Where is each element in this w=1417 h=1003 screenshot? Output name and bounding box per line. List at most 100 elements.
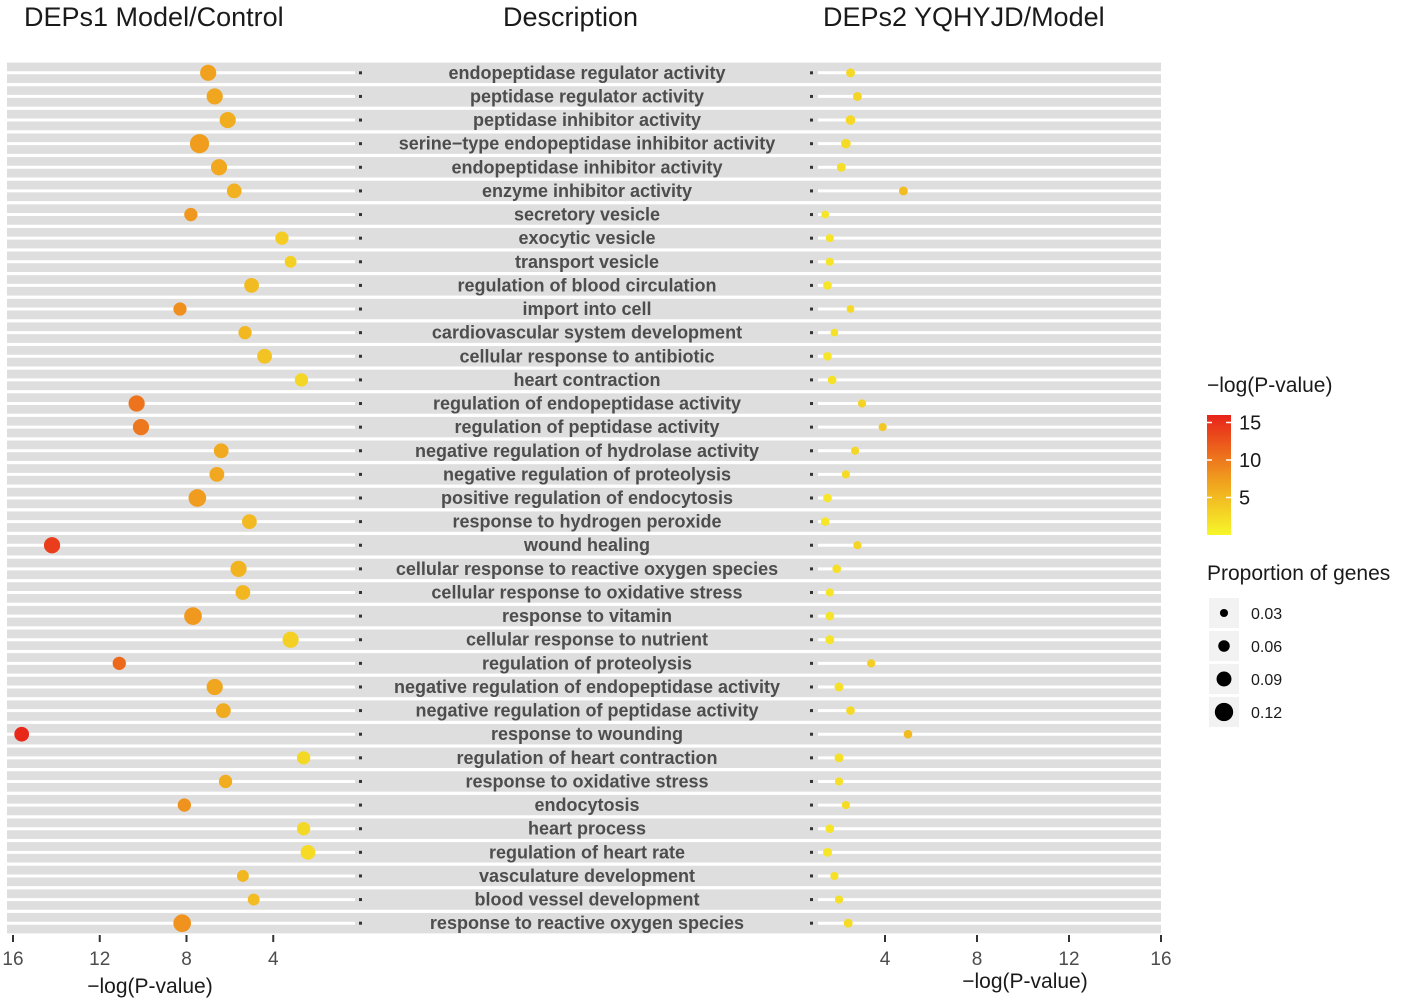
- right-point: [823, 847, 832, 857]
- row-separator: [7, 130, 1161, 134]
- row-separator: [7, 366, 1161, 370]
- x-axis-title-left: −log(P-value): [87, 975, 212, 998]
- tick-mark: [359, 354, 362, 358]
- row-separator: [7, 177, 1161, 181]
- tick-mark: [359, 189, 362, 193]
- row-separator: [7, 295, 1161, 299]
- row-separator: [7, 838, 1161, 843]
- left-point: [275, 231, 289, 245]
- right-point: [830, 871, 839, 881]
- color-legend-bar: [1207, 415, 1231, 535]
- row-separator: [7, 248, 1161, 252]
- left-point: [218, 774, 233, 789]
- term-label: response to wounding: [491, 724, 683, 744]
- right-point: [825, 257, 834, 266]
- row-separator: [7, 106, 1161, 110]
- row-separator: [7, 791, 1161, 795]
- term-label: endopeptidase regulator activity: [448, 63, 725, 83]
- left-point: [173, 914, 192, 933]
- tick-mark: [810, 94, 813, 98]
- left-point: [235, 585, 251, 600]
- x-tick-label-right: 8: [972, 949, 983, 970]
- tick-mark: [359, 118, 362, 122]
- term-label: negative regulation of peptidase activit…: [415, 701, 758, 721]
- row-separator: [7, 437, 1161, 441]
- row-separator: [7, 508, 1161, 512]
- row-separator: [7, 59, 1161, 63]
- tick-mark: [810, 827, 813, 831]
- tick-mark: [359, 94, 362, 98]
- term-label: regulation of blood circulation: [458, 275, 717, 295]
- tick-mark: [810, 732, 813, 736]
- tick-mark: [359, 472, 362, 476]
- term-label: heart process: [528, 819, 646, 839]
- tick-mark: [359, 213, 362, 217]
- tick-mark: [810, 71, 813, 75]
- term-label: cellular response to nutrient: [466, 630, 708, 650]
- right-point: [820, 517, 830, 526]
- right-point: [834, 777, 844, 786]
- tick-mark: [810, 638, 813, 642]
- left-point: [236, 870, 249, 882]
- row-separator: [7, 531, 1161, 536]
- tick-mark: [359, 496, 362, 500]
- tick-mark: [359, 803, 362, 807]
- left-point: [244, 278, 259, 293]
- tick-mark: [810, 307, 813, 311]
- right-point: [823, 281, 832, 290]
- right-point: [825, 234, 834, 243]
- term-label: cellular response to reactive oxygen spe…: [396, 559, 778, 579]
- tick-mark: [810, 709, 813, 713]
- tick-mark: [810, 779, 813, 783]
- size-legend-dot: [1216, 671, 1232, 687]
- left-point: [226, 183, 242, 199]
- term-label: serine−type endopeptidase inhibitor acti…: [399, 134, 776, 154]
- tick-mark: [810, 118, 813, 122]
- row-separator: [7, 390, 1161, 394]
- right-point: [830, 328, 839, 337]
- term-label: peptidase inhibitor activity: [473, 110, 701, 130]
- left-point: [300, 844, 316, 860]
- right-point: [823, 493, 832, 503]
- row-separator: [7, 768, 1161, 772]
- left-point: [247, 893, 260, 906]
- tick-mark: [810, 685, 813, 689]
- term-label: regulation of heart contraction: [456, 748, 717, 768]
- left-point: [296, 751, 311, 765]
- x-tick-label-right: 16: [1150, 949, 1171, 970]
- right-point: [834, 682, 844, 692]
- row-separator: [7, 862, 1161, 866]
- term-label: positive regulation of endocytosis: [441, 488, 733, 508]
- tick-mark: [810, 850, 813, 854]
- row-separator: [7, 224, 1161, 228]
- size-legend-label: 0.06: [1251, 639, 1282, 656]
- tick-mark: [810, 567, 813, 571]
- term-label: cellular response to antibiotic: [459, 346, 714, 366]
- term-label: transport vesicle: [515, 252, 659, 272]
- right-point: [846, 68, 855, 78]
- x-tick-label-left: 4: [268, 949, 279, 970]
- term-label: negative regulation of endopeptidase act…: [394, 677, 780, 697]
- left-point: [132, 419, 150, 436]
- right-point: [823, 351, 832, 361]
- tick-mark: [359, 402, 362, 406]
- term-label: blood vessel development: [474, 890, 699, 910]
- tick-mark: [359, 638, 362, 642]
- left-point: [206, 88, 223, 105]
- term-label: heart contraction: [513, 370, 660, 390]
- tick-mark: [359, 614, 362, 618]
- x-axis-title-right: −log(P-value): [962, 970, 1087, 993]
- left-point: [215, 703, 231, 718]
- tick-mark: [359, 874, 362, 878]
- row-separator: [7, 579, 1161, 583]
- tick-mark: [359, 520, 362, 524]
- term-label: vasculature development: [479, 866, 695, 886]
- left-point: [284, 255, 297, 268]
- x-tick-label-left: 16: [2, 949, 23, 970]
- tick-mark: [810, 614, 813, 618]
- tick-mark: [810, 260, 813, 264]
- right-point: [827, 375, 837, 385]
- x-tick-label-left: 12: [89, 949, 110, 970]
- right-point: [841, 470, 850, 479]
